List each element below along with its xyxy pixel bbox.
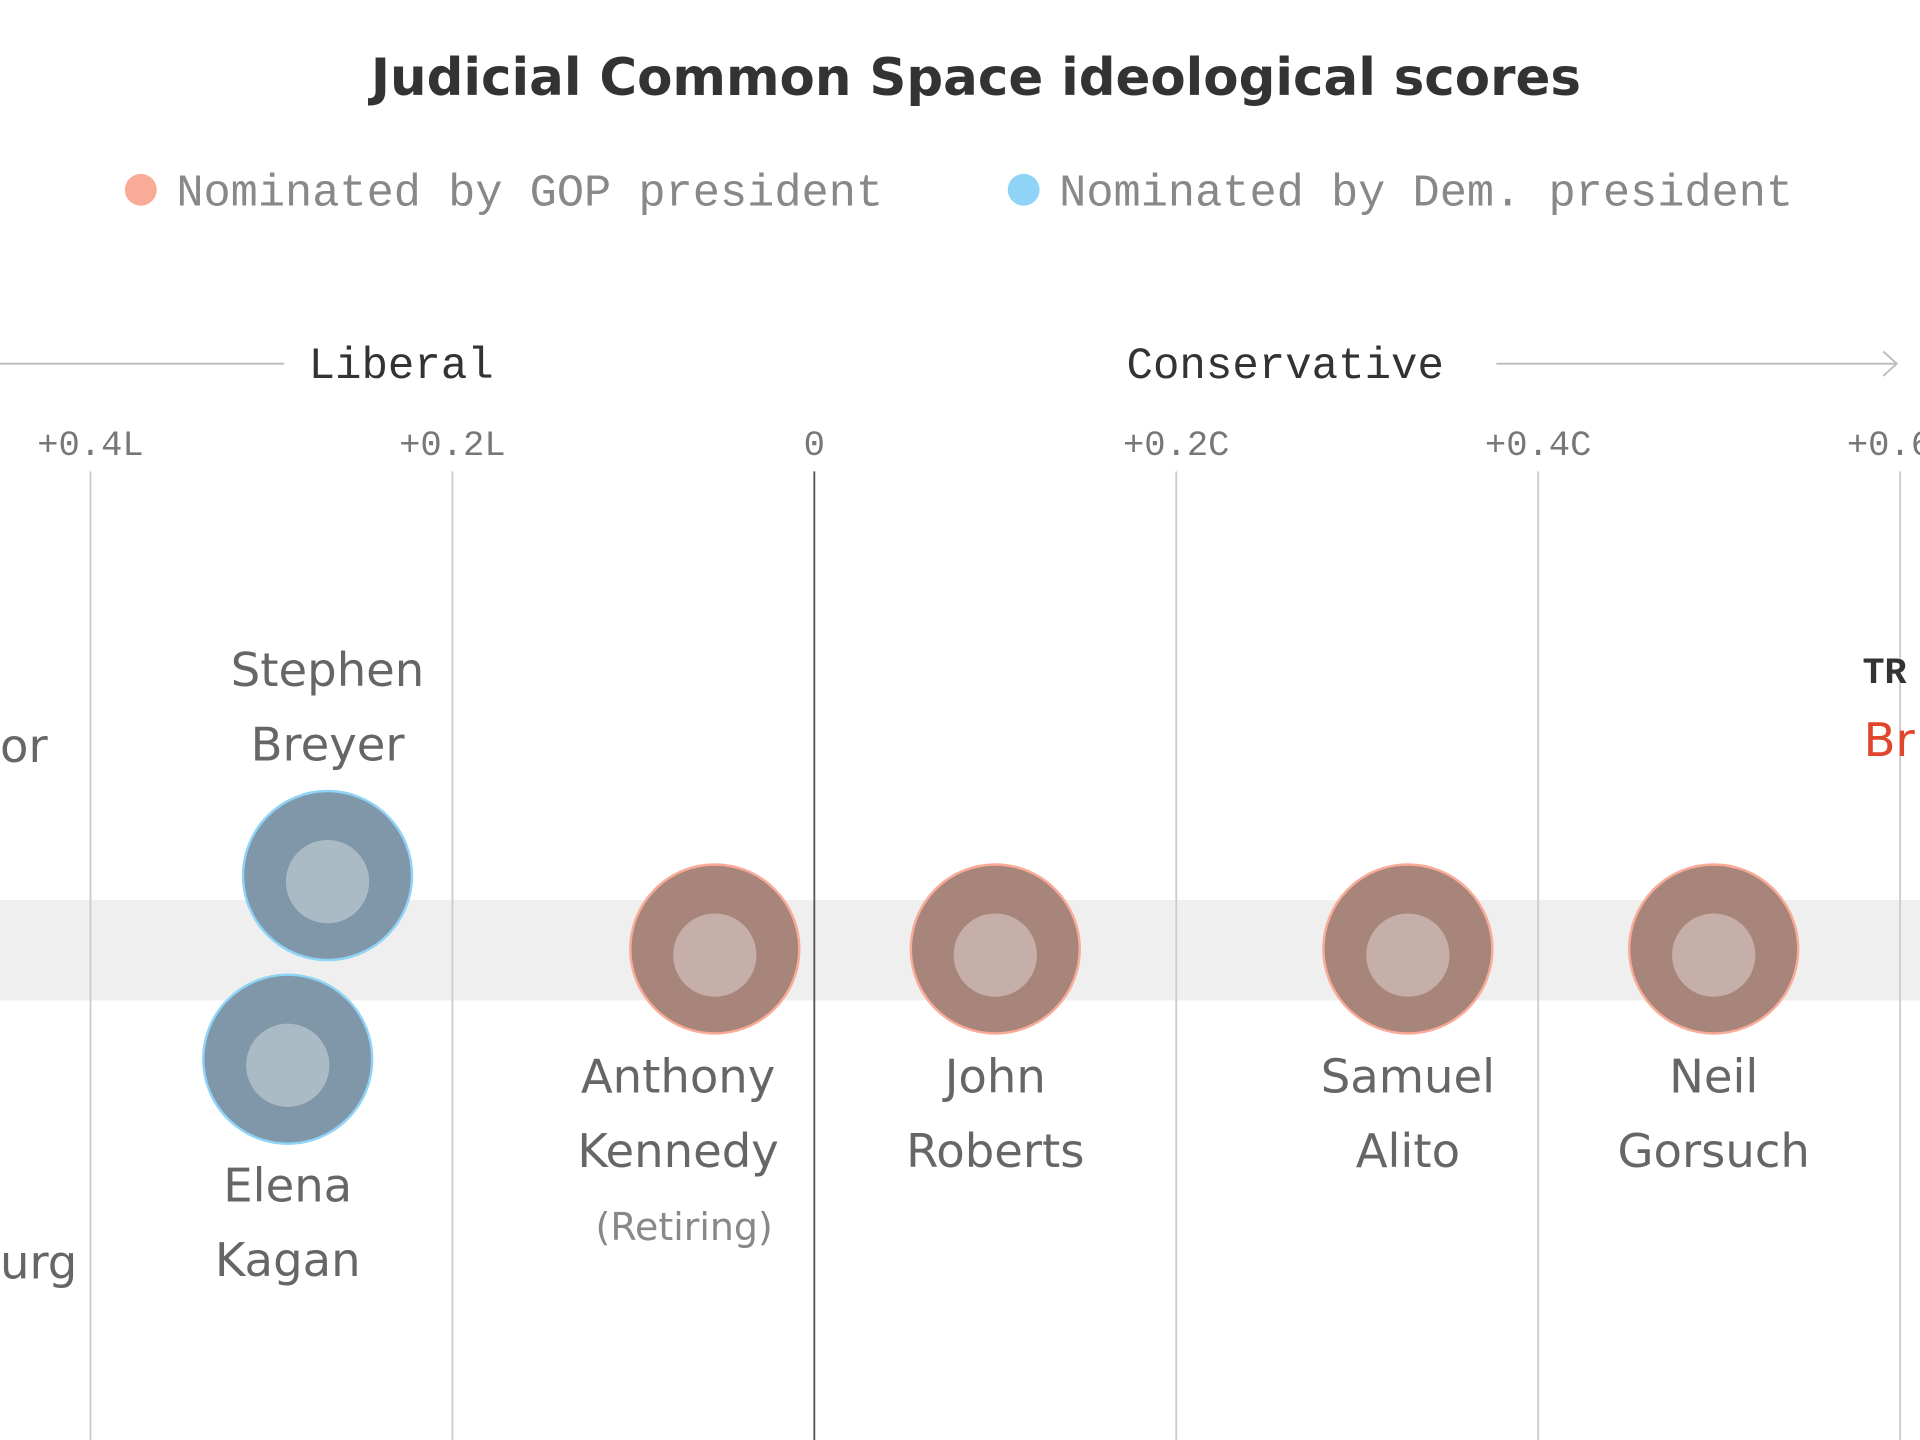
justice-name: Kagan	[215, 1233, 361, 1287]
justice-name: Neil	[1669, 1050, 1758, 1104]
justice-name: Gorsuch	[1618, 1124, 1810, 1178]
justice-marker	[202, 973, 374, 1145]
legend-swatch	[124, 173, 157, 206]
axis-label-right: Conservative	[1127, 342, 1444, 392]
legend-swatch	[1007, 173, 1040, 206]
edge-text: Br	[1864, 713, 1916, 767]
justice-note: (Retiring)	[596, 1205, 773, 1249]
justice-face	[1672, 913, 1756, 997]
justice-name: Samuel	[1321, 1050, 1495, 1104]
justice-name: Roberts	[906, 1124, 1084, 1178]
justice-face	[1366, 913, 1450, 997]
edge-text: TR	[1862, 653, 1906, 695]
chart-title: Judicial Common Space ideological scores	[368, 48, 1581, 108]
edge-text: or	[0, 719, 48, 773]
justice-marker	[1322, 863, 1494, 1035]
axis-arrow-head	[1882, 350, 1899, 377]
justice-name: Breyer	[251, 718, 406, 772]
justice-name: Alito	[1356, 1124, 1460, 1178]
justice-marker	[629, 863, 801, 1035]
justice-face	[285, 840, 370, 924]
justice-marker	[1627, 863, 1800, 1035]
justice-face	[953, 913, 1037, 997]
justice-name: Anthony	[581, 1050, 775, 1104]
legend-label: Nominated by Dem. president	[1059, 167, 1793, 219]
x-tick-label: +0.2L	[399, 425, 506, 466]
justice-name: John	[942, 1050, 1046, 1104]
edge-text: urg	[0, 1236, 77, 1290]
x-tick-label: 0	[804, 425, 825, 466]
axis-label-left: Liberal	[309, 342, 494, 392]
justice-name: Kennedy	[577, 1124, 778, 1178]
justice-name: Stephen	[231, 643, 425, 697]
x-tick-label: +0.4L	[37, 425, 144, 466]
justice-face	[246, 1023, 330, 1107]
legend-label: Nominated by GOP president	[176, 167, 883, 219]
justice-marker	[909, 863, 1082, 1035]
justice-face	[673, 913, 757, 997]
x-tick-label: +0.2C	[1123, 425, 1230, 466]
justice-marker	[241, 789, 414, 962]
justice-name: Elena	[223, 1158, 352, 1212]
x-tick-label: +0.6C	[1847, 425, 1920, 466]
x-tick-label: +0.4C	[1485, 425, 1592, 466]
